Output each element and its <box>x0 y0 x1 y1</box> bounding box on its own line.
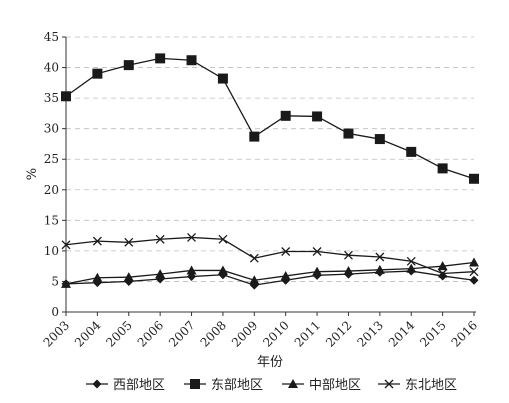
data-point <box>344 250 353 260</box>
data-point <box>123 272 134 282</box>
series-line <box>65 236 475 275</box>
data-point <box>469 275 479 285</box>
y-tick-label: 35 <box>44 91 59 105</box>
data-point <box>312 247 322 256</box>
legend-label: 中部地区 <box>309 378 361 393</box>
x-tick-label: 2003 <box>41 318 72 349</box>
y-tick-label: 5 <box>51 274 59 288</box>
data-point <box>186 55 197 66</box>
data-point <box>343 128 354 139</box>
data-point <box>406 263 417 273</box>
data-point <box>218 234 228 244</box>
data-point <box>406 146 417 157</box>
y-axis-title: % <box>25 168 40 180</box>
series-line <box>65 57 475 180</box>
data-point <box>155 53 166 64</box>
series-line <box>65 261 475 285</box>
y-tick-label: 40 <box>44 61 59 75</box>
data-point <box>61 91 71 102</box>
y-tick-label: 20 <box>44 183 59 197</box>
data-point <box>438 269 448 278</box>
data-point <box>312 111 323 122</box>
data-point <box>217 265 228 275</box>
legend-marker <box>288 379 298 388</box>
y-tick-label: 0 <box>51 305 59 319</box>
series-x <box>61 232 479 278</box>
data-point <box>375 252 385 262</box>
y-axis-ticks: 0 5 10 15 20 25 30 35 40 45 <box>44 30 66 319</box>
data-point <box>280 270 291 280</box>
series-group <box>61 53 479 290</box>
data-point <box>281 247 291 256</box>
data-point <box>155 234 165 244</box>
data-point <box>92 272 103 282</box>
x-tick-label: 2008 <box>198 318 229 349</box>
x-tick-label: 2014 <box>386 318 418 350</box>
data-point <box>186 265 197 275</box>
legend-label: 东北地区 <box>405 378 457 393</box>
data-point <box>187 232 196 242</box>
x-axis-ticks: 2003 2004 2005 2006 2007 2008 2009 2010 2011 2012… <box>41 312 480 350</box>
data-point <box>61 240 71 250</box>
series-square <box>61 53 479 184</box>
data-point <box>312 266 323 276</box>
x-axis-title: 年份 <box>257 355 283 370</box>
y-tick-label: 45 <box>44 30 59 44</box>
legend-marker <box>92 379 102 389</box>
x-tick-label: 2013 <box>354 318 385 349</box>
data-point <box>249 275 260 285</box>
data-point <box>280 110 291 121</box>
y-tick-label: 25 <box>44 152 59 166</box>
data-point <box>92 236 102 246</box>
series-line <box>65 270 475 286</box>
legend-marker <box>190 379 200 389</box>
legend-item: 东北地区 <box>378 378 457 393</box>
data-point <box>249 253 259 263</box>
x-tick-label: 2010 <box>260 318 291 349</box>
legend-label: 东部地区 <box>211 378 263 393</box>
x-tick-label: 2004 <box>72 318 104 350</box>
data-point <box>123 60 134 71</box>
data-point <box>406 256 416 266</box>
legend-item: 西部地区 <box>86 378 165 393</box>
y-tick-label: 30 <box>44 122 59 136</box>
data-point <box>343 266 354 276</box>
y-tick-label: 10 <box>44 244 59 258</box>
data-point <box>437 261 448 271</box>
data-point <box>249 131 260 142</box>
x-tick-label: 2009 <box>229 318 260 349</box>
data-point <box>469 267 479 277</box>
data-point <box>469 257 479 267</box>
data-point <box>374 134 385 145</box>
x-tick-label: 2006 <box>135 318 166 349</box>
x-tick-label: 2016 <box>449 318 480 349</box>
legend: 西部地区 东部地区 中部地区 东北地区 <box>86 378 457 393</box>
data-point <box>61 278 71 288</box>
data-point <box>374 264 385 274</box>
axes <box>65 37 476 313</box>
series-triangle <box>61 257 479 288</box>
y-tick-label: 15 <box>44 213 59 227</box>
legend-label: 西部地区 <box>113 378 165 393</box>
data-point <box>124 237 134 247</box>
x-tick-label: 2012 <box>323 318 354 349</box>
x-tick-label: 2015 <box>417 318 448 349</box>
data-point <box>155 269 166 279</box>
data-point <box>469 173 479 184</box>
x-tick-label: 2007 <box>166 318 197 349</box>
data-point <box>217 73 228 84</box>
data-point <box>92 68 103 79</box>
x-tick-label: 2005 <box>103 318 134 349</box>
legend-item: 东部地区 <box>184 378 263 393</box>
legend-item: 中部地区 <box>282 378 361 393</box>
data-point <box>437 163 448 174</box>
legend-marker <box>384 379 394 389</box>
x-tick-label: 2011 <box>292 318 323 349</box>
